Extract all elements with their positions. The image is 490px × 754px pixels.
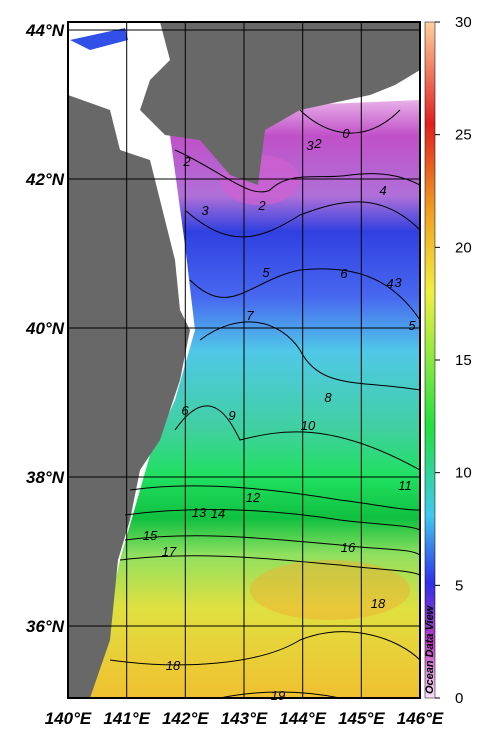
colorbar-tick-label: 20 xyxy=(455,239,472,256)
contour-label: 17 xyxy=(162,544,177,559)
contour-label: 2 xyxy=(182,154,191,169)
graticule xyxy=(68,22,420,698)
y-axis-label: 40°N xyxy=(25,319,65,338)
contour-label: 3 xyxy=(394,275,402,290)
contour-label: 4 xyxy=(386,276,393,291)
contour-label: 10 xyxy=(301,418,316,433)
x-axis-label: 143°E xyxy=(221,709,268,728)
ocean-field xyxy=(90,100,420,698)
contour-label: 6 xyxy=(181,403,189,418)
contour-label: 11 xyxy=(398,478,412,493)
y-axis-label: 36°N xyxy=(26,617,65,636)
y-axis-label: 42°N xyxy=(25,170,65,189)
contour-label: 4 xyxy=(379,183,386,198)
y-axis-label: 38°N xyxy=(26,468,65,487)
x-axis-label: 140°E xyxy=(45,709,92,728)
colorbar-tick-label: 15 xyxy=(455,352,472,369)
contour-label: 18 xyxy=(371,596,386,611)
field-patch xyxy=(70,28,128,50)
x-axis-label: 146°E xyxy=(397,709,444,728)
map-frame xyxy=(67,21,421,699)
contour-label: 8 xyxy=(324,390,332,405)
x-axis-label: 144°E xyxy=(279,709,326,728)
y-axis-labels: 44°N 42°N 40°N 38°N 36°N xyxy=(25,21,65,636)
contour-label: 12 xyxy=(246,490,261,505)
contour-label: 15 xyxy=(143,528,158,543)
y-axis-label: 44°N xyxy=(25,21,65,40)
x-axis-label: 141°E xyxy=(103,709,150,728)
field-patch xyxy=(250,560,410,620)
x-axis-label: 145°E xyxy=(338,709,385,728)
contour-label: 3 xyxy=(306,138,314,153)
colorbar-tick-label: 25 xyxy=(455,127,472,144)
colorbar-tick-label: 30 xyxy=(455,14,472,31)
contour-label: 0 xyxy=(342,126,350,141)
contour-label: 19 xyxy=(271,688,285,703)
colorbar-tick-label: 0 xyxy=(455,690,463,707)
contour-label: 9 xyxy=(228,408,235,423)
contour-label: 7 xyxy=(246,308,254,323)
contour-label: 5 xyxy=(408,318,416,333)
x-axis-labels: 140°E 141°E 142°E 143°E 144°E 145°E 146°E xyxy=(45,709,444,728)
land xyxy=(68,95,190,698)
contour-label: 5 xyxy=(262,265,270,280)
contour-label: 14 xyxy=(211,506,225,521)
contour-label: 18 xyxy=(166,658,181,673)
contours xyxy=(109,109,421,699)
contour-label: 3 xyxy=(201,203,209,218)
colorbar-tick-label: 5 xyxy=(455,577,463,594)
contour-label: 6 xyxy=(340,266,348,281)
colorbar-ticks: 0 5 10 15 20 25 30 xyxy=(435,14,472,707)
colorbar-tick-label: 10 xyxy=(455,465,472,482)
contour-label: 16 xyxy=(341,540,356,555)
land xyxy=(140,22,420,185)
colorbar xyxy=(424,21,436,699)
contour-label: 2 xyxy=(313,136,322,151)
contour-label: 13 xyxy=(192,505,207,520)
x-axis-label: 142°E xyxy=(162,709,209,728)
watermark: Ocean Data View xyxy=(424,604,436,694)
contour-label: 2 xyxy=(257,198,266,213)
